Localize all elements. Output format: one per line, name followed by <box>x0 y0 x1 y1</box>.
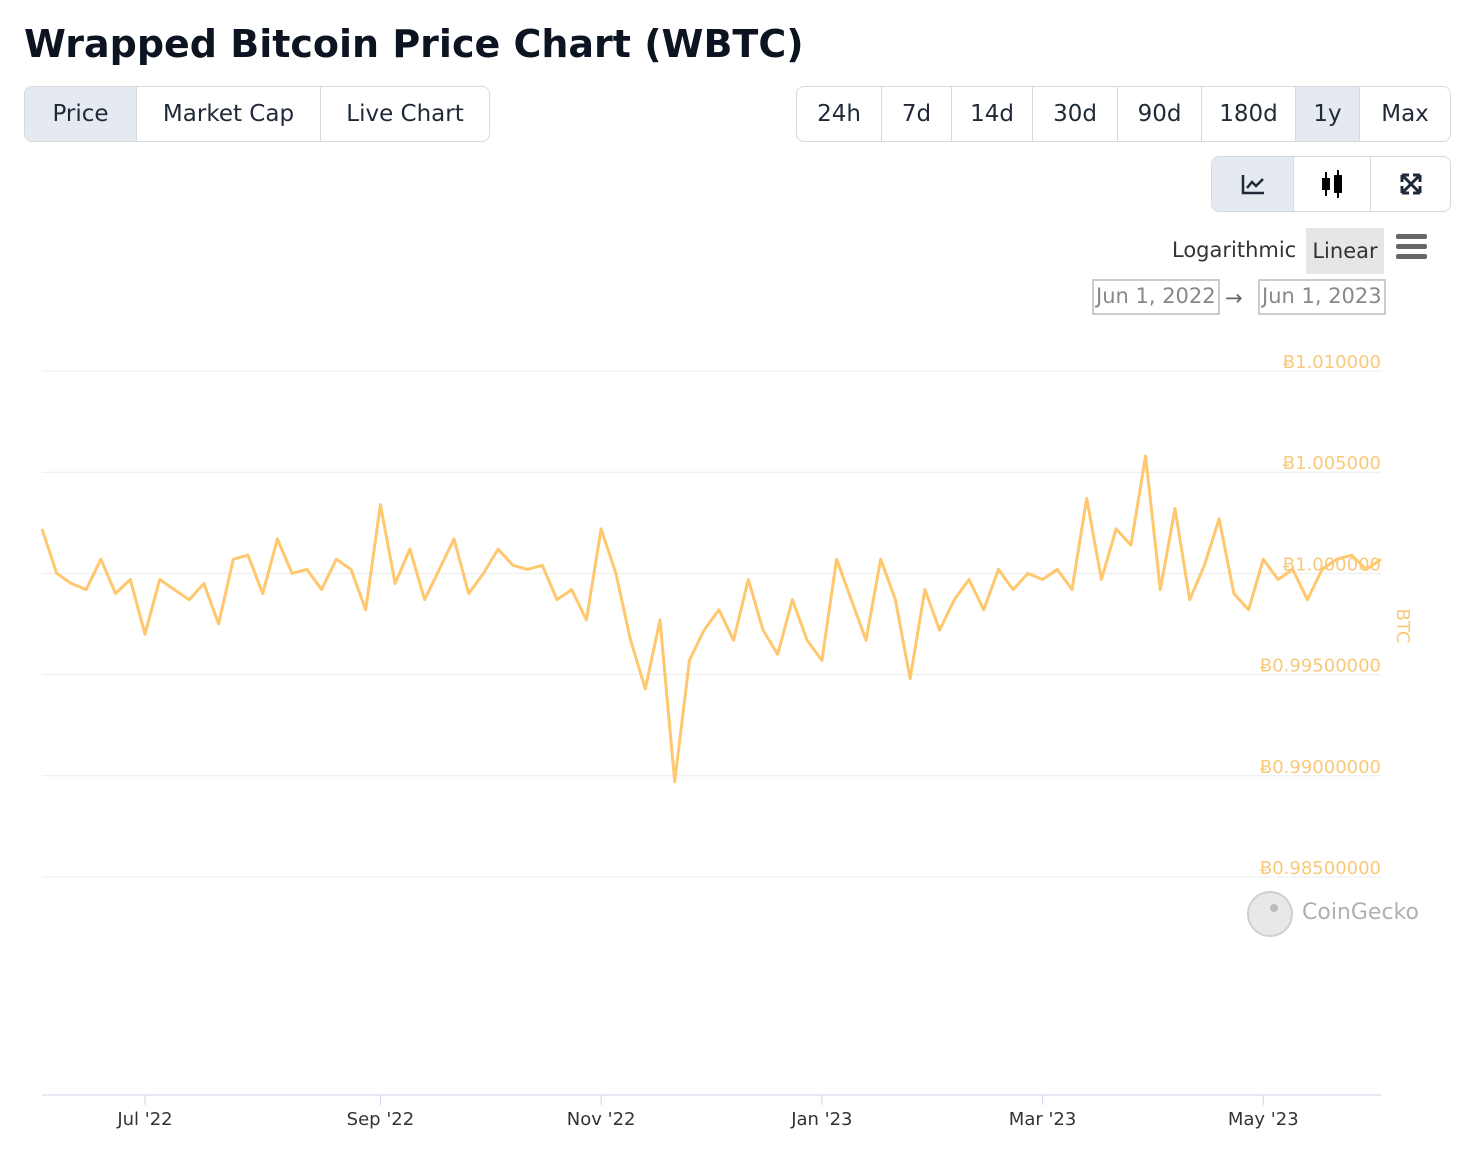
tab[interactable]: Market Cap <box>136 87 320 141</box>
candle-icon <box>1322 170 1342 198</box>
date-to[interactable]: Jun 1, 2023 <box>1258 279 1386 315</box>
range-button[interactable]: 180d <box>1201 87 1295 141</box>
range-button[interactable]: 90d <box>1117 87 1201 141</box>
x-tick-label: Jan '23 <box>790 1109 852 1130</box>
fullscreen-button[interactable] <box>1370 157 1450 211</box>
x-tick-label: Mar '23 <box>1009 1109 1077 1130</box>
scale-option[interactable]: Logarithmic <box>1172 238 1297 262</box>
line-icon <box>1241 175 1264 195</box>
range-button[interactable]: 7d <box>881 87 951 141</box>
scale-option[interactable]: Linear <box>1306 228 1384 274</box>
page-title: Wrapped Bitcoin Price Chart (WBTC) <box>24 22 804 66</box>
tab-group: Price Market Cap Live Chart <box>24 86 490 142</box>
x-tick-label: Nov '22 <box>567 1109 636 1130</box>
x-tick-label: May '23 <box>1228 1109 1299 1130</box>
range-group: 24h 7d 14d 30d 90d 180d 1y Max <box>796 86 1451 142</box>
watermark-logo <box>1247 891 1293 937</box>
tab[interactable]: Live Chart <box>320 87 489 141</box>
range-button[interactable]: 24h <box>817 101 861 127</box>
y-tick-label: Ƀ0.98500000 <box>1260 858 1381 879</box>
view-group <box>1211 156 1451 212</box>
date-from[interactable]: Jun 1, 2022 <box>1092 279 1220 315</box>
range-button[interactable]: 1y <box>1295 87 1359 141</box>
x-tick-label: Sep '22 <box>347 1109 415 1130</box>
x-tick-label: Jul '22 <box>116 1109 172 1130</box>
tab[interactable]: Price <box>25 87 136 141</box>
date-separator: → <box>1225 286 1243 310</box>
y-tick-label: Ƀ1.000000 <box>1283 554 1381 575</box>
watermark-text: CoinGecko <box>1302 900 1419 925</box>
line-view-button[interactable] <box>1212 157 1293 211</box>
menu-icon[interactable] <box>1396 234 1428 260</box>
expand-icon <box>1400 173 1421 195</box>
y-tick-label: Ƀ0.99500000 <box>1260 656 1381 677</box>
candle-view-button[interactable] <box>1293 157 1370 211</box>
range-button[interactable]: 30d <box>1032 87 1117 141</box>
y-axis-title: BTC <box>1392 609 1413 644</box>
range-button[interactable]: Max <box>1359 87 1450 141</box>
y-tick-label: Ƀ1.005000 <box>1283 453 1381 474</box>
range-button[interactable]: 14d <box>951 87 1032 141</box>
y-tick-label: Ƀ0.99000000 <box>1260 757 1381 778</box>
y-tick-label: Ƀ1.010000 <box>1283 352 1381 373</box>
price-line <box>40 454 1382 784</box>
